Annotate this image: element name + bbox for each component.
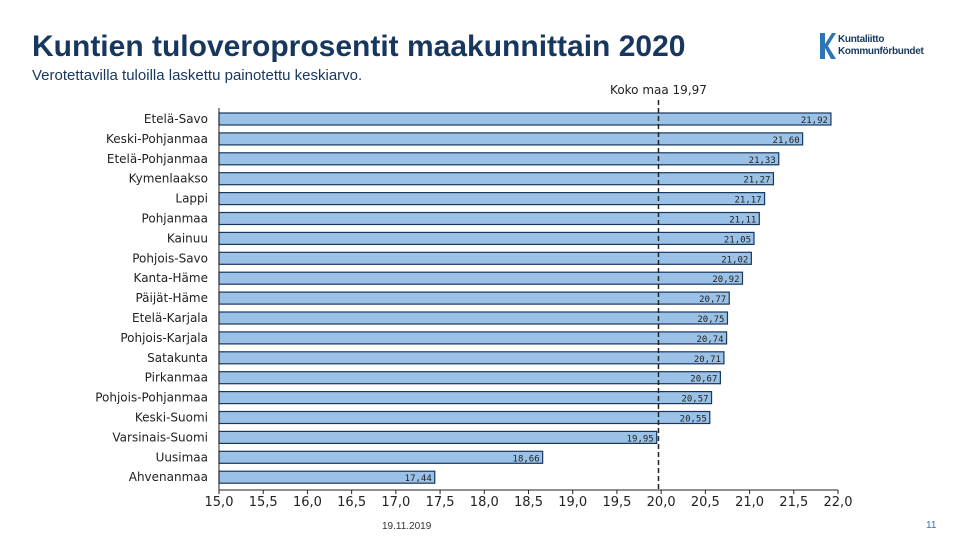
x-tick-label: 16,0 (293, 495, 322, 510)
data-label: 21,02 (721, 255, 748, 265)
x-tick-label: 20,5 (691, 495, 720, 510)
bar (218, 430, 658, 444)
bar (218, 351, 725, 365)
category-label: Lappi (175, 192, 208, 206)
bar (218, 211, 760, 226)
category-label: Pohjois-Karjala (120, 331, 208, 345)
bar (218, 291, 730, 305)
bar (218, 271, 744, 285)
x-tick-label: 17,5 (426, 495, 455, 510)
footer-date: 19.11.2019 (382, 521, 432, 532)
data-label: 21,60 (773, 136, 800, 146)
bar (218, 172, 775, 186)
x-tick-label: 20,0 (647, 495, 676, 510)
kuntaliitto-logo: Kuntaliitto Kommunförbundet (818, 32, 938, 62)
page-subtitle: Verotettavilla tuloilla laskettu painote… (32, 67, 363, 84)
data-label: 21,11 (729, 216, 756, 226)
category-label: Satakunta (147, 351, 208, 365)
logo-line1: Kuntaliitto (838, 34, 885, 45)
x-tick-label: 19,5 (602, 495, 631, 510)
logo-text: Kuntaliitto Kommunförbundet (838, 34, 924, 58)
x-tick-label: 18,0 (470, 495, 499, 510)
bar (218, 371, 721, 385)
bar (218, 192, 766, 206)
category-label: Etelä-Pohjanmaa (107, 152, 208, 166)
data-label: 20,92 (712, 275, 739, 285)
data-label: 20,74 (696, 335, 723, 345)
data-label: 21,92 (801, 116, 828, 126)
data-label: 20,77 (699, 295, 726, 305)
data-label: 19,95 (627, 434, 654, 444)
x-tick-label: 21,0 (735, 495, 764, 510)
data-label: 20,55 (680, 415, 707, 425)
data-label: 20,57 (681, 395, 708, 405)
category-label: Kanta-Häme (134, 271, 208, 285)
logo-line2: Kommunförbundet (838, 46, 924, 57)
category-label: Pohjanmaa (142, 212, 208, 226)
logo-mark-icon (820, 33, 836, 59)
bar (218, 450, 544, 464)
data-label: 17,44 (405, 474, 432, 484)
x-tick-label: 15,5 (249, 495, 278, 510)
bar (218, 410, 711, 425)
category-label: Pirkanmaa (145, 371, 208, 385)
data-label: 20,71 (694, 355, 721, 365)
x-tick-label: 18,5 (514, 495, 543, 510)
x-tick-label: 16,5 (337, 495, 366, 510)
bar (218, 331, 728, 345)
x-tick-label: 15,0 (205, 495, 234, 510)
x-tick-label: 17,0 (381, 495, 410, 510)
bar (218, 132, 804, 146)
category-label: Uusimaa (156, 450, 208, 464)
x-tick-label: 21,5 (779, 495, 808, 510)
bar (218, 470, 436, 484)
category-label: Kainuu (167, 231, 208, 245)
category-label: Varsinais-Suomi (112, 430, 208, 444)
x-tick-label: 22,0 (824, 495, 853, 510)
category-label: Pohjois-Savo (132, 251, 208, 265)
x-tick-label: 19,0 (558, 495, 587, 510)
category-label: Ahvenanmaa (129, 470, 208, 484)
data-label: 21,17 (735, 196, 762, 206)
data-label: 21,27 (743, 176, 770, 186)
data-label: 18,66 (513, 454, 540, 464)
data-label: 21,33 (749, 156, 776, 166)
data-label: 21,05 (724, 235, 751, 245)
bar (218, 251, 752, 265)
bar (218, 391, 713, 405)
page-number: 11 (926, 520, 937, 531)
bar (218, 311, 729, 325)
category-label: Keski-Pohjanmaa (106, 132, 208, 146)
bar (218, 112, 832, 126)
category-label: Pohjois-Pohjanmaa (95, 391, 208, 405)
data-label: 20,67 (690, 375, 717, 385)
bar (218, 231, 755, 245)
average-line-label: Koko maa 19,97 (610, 83, 707, 97)
category-label: Kymenlaakso (129, 172, 208, 186)
category-label: Keski-Suomi (135, 411, 208, 425)
category-label: Etelä-Savo (144, 112, 208, 126)
category-label: Päijät-Häme (135, 291, 208, 305)
category-label: Etelä-Karjala (132, 311, 208, 325)
data-label: 20,75 (697, 315, 724, 325)
bar (218, 152, 780, 166)
page-title: Kuntien tuloveroprosentit maakunnittain … (32, 30, 686, 63)
